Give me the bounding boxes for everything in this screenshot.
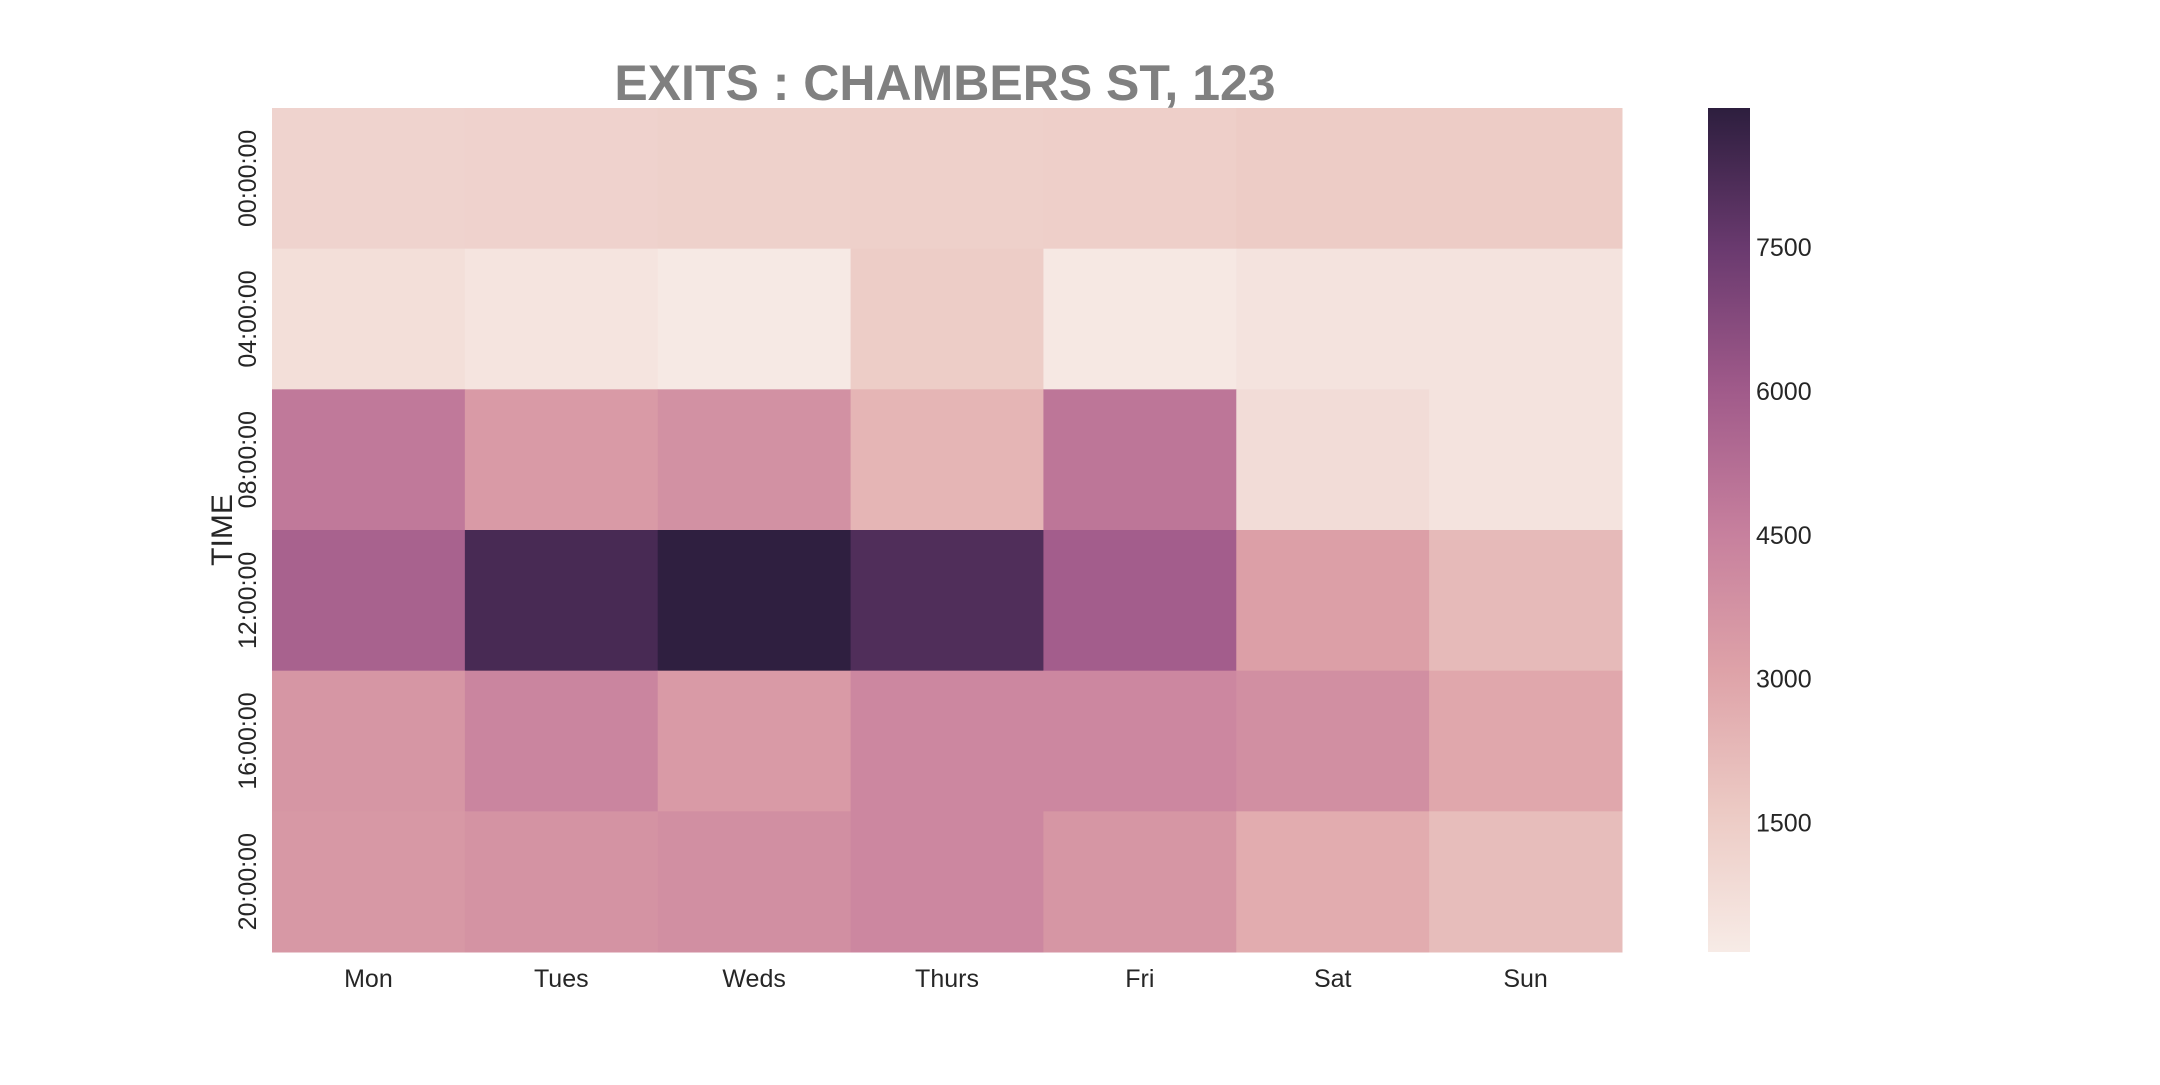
heatmap-cell-00:00:00-Sat bbox=[1236, 108, 1430, 250]
heatmap-cell-08:00:00-Thurs bbox=[850, 389, 1044, 531]
y-tick-label-08-00-00: 08:00:00 bbox=[234, 411, 262, 508]
heatmap-cell-04:00:00-Tues bbox=[464, 248, 659, 390]
y-axis-tick-labels: 00:00:00 04:00:00 08:00:00 12:00:00 16:00:00… bbox=[234, 130, 262, 931]
colorbar-tick-label-6000: 6000 bbox=[1756, 378, 1812, 406]
y-tick-label-20-00-00: 20:00:00 bbox=[234, 833, 262, 930]
heatmap-cell-12:00:00-Mon bbox=[272, 530, 466, 672]
heatmap-cell-20:00:00-Mon bbox=[272, 811, 466, 953]
heatmap-cell-20:00:00-Thurs bbox=[850, 811, 1044, 953]
heatmap-cell-16:00:00-Weds bbox=[657, 670, 852, 812]
heatmap-cell-04:00:00-Sun bbox=[1429, 248, 1623, 390]
heatmap-cell-08:00:00-Weds bbox=[657, 389, 852, 531]
heatmap-cells bbox=[272, 108, 1623, 953]
heatmap-cell-16:00:00-Fri bbox=[1043, 670, 1237, 812]
colorbar-tick-label-1500: 1500 bbox=[1756, 810, 1812, 838]
y-axis-label: TIME bbox=[206, 494, 239, 566]
heatmap-cell-16:00:00-Mon bbox=[272, 670, 466, 812]
heatmap-cell-12:00:00-Sun bbox=[1429, 530, 1623, 672]
chart-title: EXITS : CHAMBERS ST, 123 bbox=[614, 55, 1275, 111]
heatmap-cell-16:00:00-Sun bbox=[1429, 670, 1623, 812]
heatmap-cell-08:00:00-Sun bbox=[1429, 389, 1623, 531]
heatmap-cell-12:00:00-Sat bbox=[1236, 530, 1430, 672]
heatmap-cell-00:00:00-Weds bbox=[657, 108, 852, 250]
x-tick-label-sat: Sat bbox=[1314, 965, 1352, 993]
heatmap-cell-16:00:00-Thurs bbox=[850, 670, 1044, 812]
heatmap-cell-08:00:00-Tues bbox=[464, 389, 659, 531]
colorbar-tick-label-7500: 7500 bbox=[1756, 234, 1812, 262]
heatmap-cell-16:00:00-Tues bbox=[464, 670, 659, 812]
y-tick-label-16-00-00: 16:00:00 bbox=[234, 692, 262, 789]
x-tick-label-weds: Weds bbox=[722, 965, 785, 993]
colorbar-tick-labels: 1500 3000 4500 6000 7500 bbox=[1756, 234, 1812, 837]
x-tick-label-mon: Mon bbox=[344, 965, 393, 993]
x-tick-label-fri: Fri bbox=[1125, 965, 1154, 993]
colorbar-tick-label-3000: 3000 bbox=[1756, 666, 1812, 694]
heatmap-cell-08:00:00-Sat bbox=[1236, 389, 1430, 531]
heatmap-cell-20:00:00-Sun bbox=[1429, 811, 1623, 953]
y-tick-label-00-00-00: 00:00:00 bbox=[234, 130, 262, 227]
heatmap-cell-00:00:00-Mon bbox=[272, 108, 466, 250]
heatmap-cell-20:00:00-Fri bbox=[1043, 811, 1237, 953]
heatmap-cell-12:00:00-Tues bbox=[464, 530, 659, 672]
heatmap-cell-00:00:00-Tues bbox=[464, 108, 659, 250]
heatmap-cell-12:00:00-Fri bbox=[1043, 530, 1237, 672]
x-tick-label-tues: Tues bbox=[534, 965, 589, 993]
heatmap-cell-16:00:00-Sat bbox=[1236, 670, 1430, 812]
heatmap-cell-04:00:00-Sat bbox=[1236, 248, 1430, 390]
x-tick-label-thurs: Thurs bbox=[915, 965, 979, 993]
heatmap-cell-08:00:00-Fri bbox=[1043, 389, 1237, 531]
heatmap-cell-00:00:00-Sun bbox=[1429, 108, 1623, 250]
heatmap-cell-12:00:00-Weds bbox=[657, 530, 852, 672]
heatmap-cell-04:00:00-Thurs bbox=[850, 248, 1044, 390]
y-tick-label-04-00-00: 04:00:00 bbox=[234, 270, 262, 367]
heatmap-cell-12:00:00-Thurs bbox=[850, 530, 1044, 672]
heatmap-cell-20:00:00-Weds bbox=[657, 811, 852, 953]
heatmap-cell-04:00:00-Weds bbox=[657, 248, 852, 390]
colorbar bbox=[1708, 108, 1750, 952]
colorbar-tick-label-4500: 4500 bbox=[1756, 522, 1812, 550]
heatmap-cell-08:00:00-Mon bbox=[272, 389, 466, 531]
y-tick-label-12-00-00: 12:00:00 bbox=[234, 552, 262, 649]
x-axis-tick-labels: Mon Tues Weds Thurs Fri Sat Sun bbox=[344, 965, 1548, 993]
x-tick-label-sun: Sun bbox=[1503, 965, 1547, 993]
heatmap-cell-00:00:00-Fri bbox=[1043, 108, 1237, 250]
heatmap-cell-04:00:00-Mon bbox=[272, 248, 466, 390]
heatmap-cell-00:00:00-Thurs bbox=[850, 108, 1044, 250]
heatmap-cell-04:00:00-Fri bbox=[1043, 248, 1237, 390]
heatmap-cell-20:00:00-Sat bbox=[1236, 811, 1430, 953]
heatmap-cell-20:00:00-Tues bbox=[464, 811, 659, 953]
